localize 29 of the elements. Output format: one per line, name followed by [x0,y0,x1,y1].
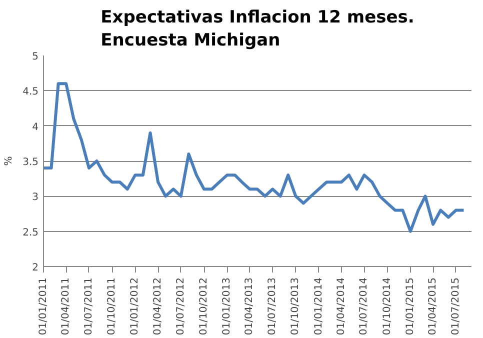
x-tick-label: 01/07/2012 [175,277,186,336]
line-series [44,82,466,233]
x-tick-label: 01/07/2015 [450,277,462,336]
x-tick-label: 01/04/2015 [428,277,439,336]
x-tick-label: 01/07/2014 [358,277,370,336]
x-tick-label: 01/04/2012 [152,277,164,336]
x-tick-label: 01/01/2013 [222,277,233,336]
y-tick-label: 4 [32,122,39,133]
x-tick-label: 01/10/2012 [198,277,210,336]
y-tick-label: 2.5 [22,227,39,238]
chart-title: Expectativas Inflacion 12 meses. Encuesta Michigan [100,8,414,50]
x-tick-label: 01/01/2014 [313,277,324,336]
y-axis-title: % [4,156,15,166]
x-tick-label: 01/04/2013 [244,277,256,336]
y-tick-label: 4.5 [22,86,39,98]
x-tick-label: 01/07/2011 [83,277,94,336]
x-tick-label: 01/01/2015 [404,277,416,336]
y-tick-label: 3 [32,192,39,204]
x-tick-label: 01/01/2011 [38,277,49,336]
x-tick-label: 01/04/2014 [336,277,347,336]
x-tick-label: 01/07/2013 [267,277,278,336]
y-tick-label: 2 [32,262,39,274]
x-tick-label: 01/04/2011 [60,277,72,336]
x-tick-label: 01/10/2014 [382,277,393,336]
y-tick-label: 5 [32,52,39,62]
x-tick-label: 01/10/2011 [106,277,118,336]
x-tick-label: 01/10/2013 [290,277,302,336]
y-tick-label: 3.5 [22,157,39,168]
x-tick-label: 01/01/2012 [130,277,141,336]
